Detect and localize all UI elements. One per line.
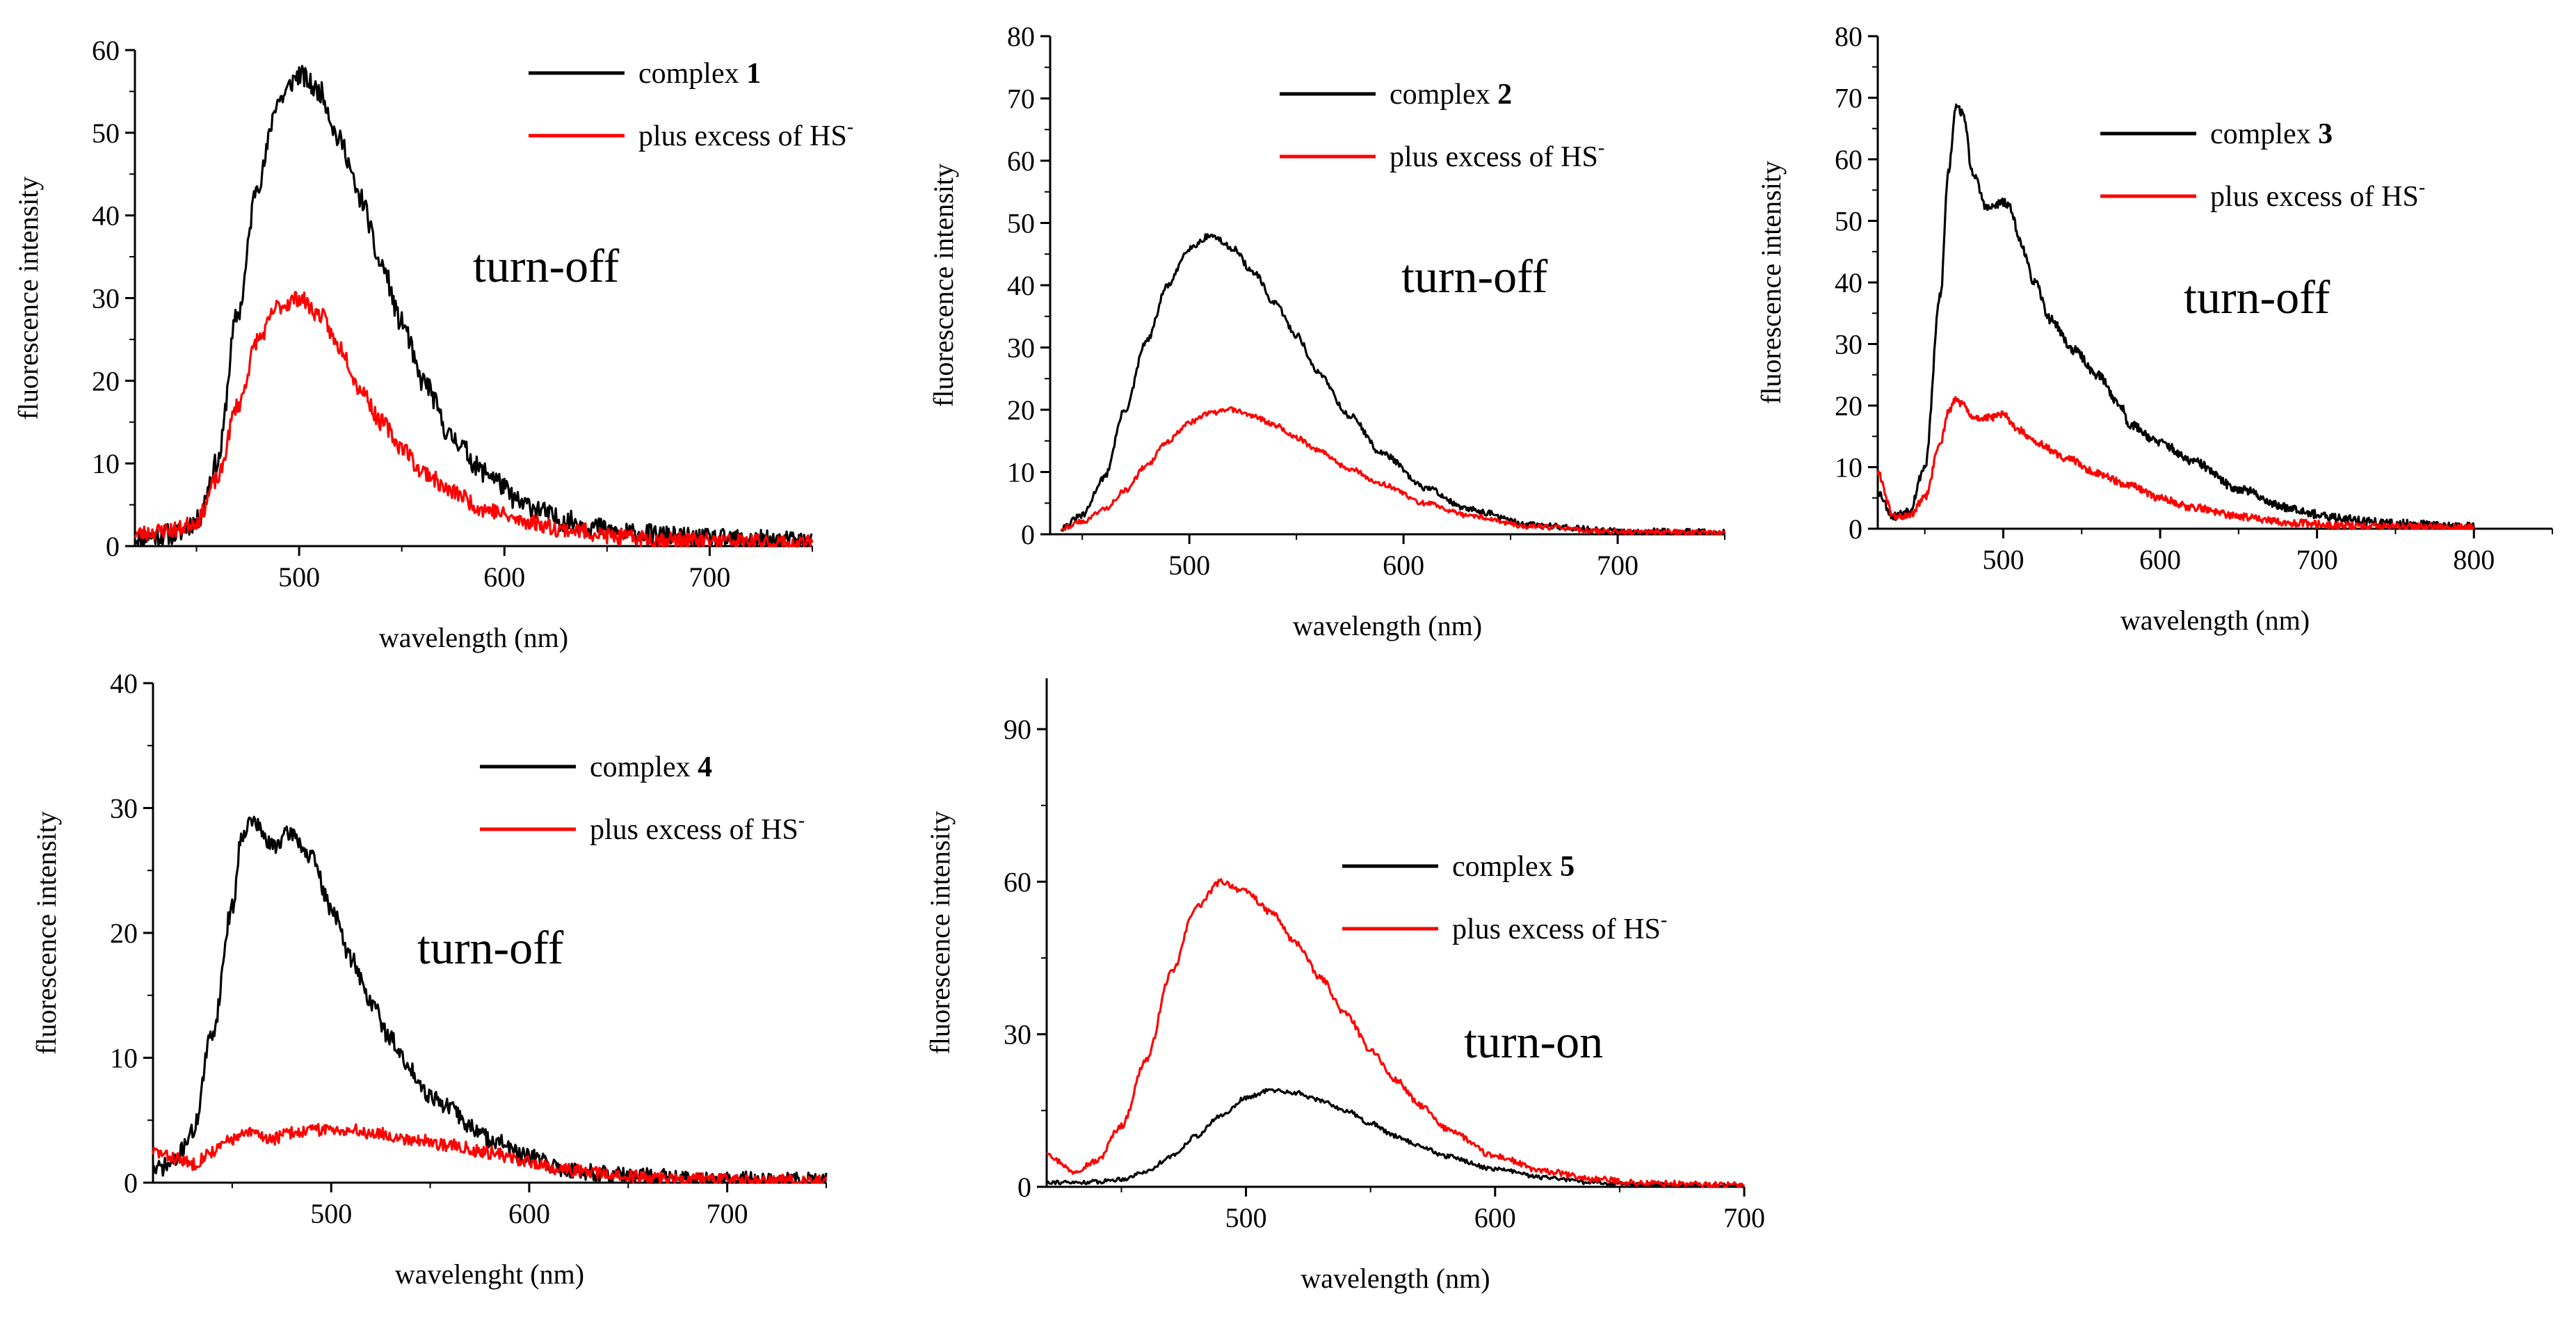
annotation-label: turn-off xyxy=(473,239,620,292)
x-tick-label: 600 xyxy=(1383,550,1424,581)
legend-entry: complex 4 xyxy=(590,751,712,783)
legend-entry: plus excess of HS- xyxy=(2210,177,2425,213)
y-axis-label: fluorescence intensity xyxy=(13,177,44,420)
y-tick-label: 10 xyxy=(1835,452,1862,483)
series-line-complex xyxy=(152,815,828,1184)
x-tick-label: 500 xyxy=(310,1198,352,1229)
y-axis-label: fluorescence intensity xyxy=(924,811,956,1055)
series-line-plus-hs xyxy=(1876,396,2475,530)
series-line-complex xyxy=(1876,103,2475,530)
y-tick-label: 30 xyxy=(1835,329,1862,360)
chart-panel-2: 0 10 20 30 40 50 60 70 80 500 600 700 wavelength (nm… xyxy=(928,21,1726,641)
series-line-plus-hs xyxy=(134,291,814,547)
chart-panel-4: 0 10 20 30 40 500 600 700 wavelenght (nm) fluores… xyxy=(31,668,828,1290)
y-tick-label: 40 xyxy=(110,668,138,699)
annotation-label: turn-off xyxy=(2184,271,2331,323)
y-tick-label: 30 xyxy=(1004,1019,1031,1050)
y-tick-label: 60 xyxy=(1007,145,1035,177)
annotation-label: turn-off xyxy=(417,921,564,974)
x-tick-label: 600 xyxy=(2139,544,2181,575)
legend-entry: plus excess of HS- xyxy=(1452,909,1667,945)
y-tick-label: 70 xyxy=(1007,83,1035,115)
y-tick-label: 0 xyxy=(1021,519,1035,550)
legend-entry: complex 5 xyxy=(1452,851,1575,883)
y-tick-label: 20 xyxy=(92,365,120,397)
x-tick-label: 700 xyxy=(1597,550,1639,581)
y-tick-label: 30 xyxy=(1007,333,1035,364)
y-tick-label: 20 xyxy=(110,918,138,949)
y-tick-label: 10 xyxy=(1007,457,1035,488)
y-tick-label: 50 xyxy=(1835,206,1862,237)
legend-entry: plus excess of HS- xyxy=(638,116,853,152)
y-tick-label: 60 xyxy=(92,35,120,66)
y-axis-label: fluorescence intensity xyxy=(31,811,62,1055)
y-tick-label: 80 xyxy=(1835,21,1862,52)
x-tick-label: 700 xyxy=(707,1198,748,1229)
x-axis-label: wavelenght (nm) xyxy=(395,1258,584,1290)
x-tick-label: 500 xyxy=(1982,544,2024,575)
y-axis-label: fluorescence intensity xyxy=(928,163,959,407)
series-line-plus-hs xyxy=(1060,406,1726,536)
x-tick-label: 500 xyxy=(278,561,320,593)
x-tick-label: 800 xyxy=(2453,544,2495,575)
series-line-plus-hs xyxy=(152,1123,828,1184)
y-tick-label: 60 xyxy=(1004,866,1031,897)
y-tick-label: 0 xyxy=(1017,1172,1031,1203)
y-tick-label: 80 xyxy=(1007,21,1035,52)
legend-entry: plus excess of HS- xyxy=(1390,137,1604,173)
y-tick-label: 20 xyxy=(1835,390,1862,422)
x-tick-label: 700 xyxy=(1723,1202,1765,1233)
x-tick-label: 500 xyxy=(1168,550,1210,581)
y-tick-label: 40 xyxy=(1007,270,1035,301)
y-tick-label: 50 xyxy=(1007,208,1035,239)
y-tick-label: 90 xyxy=(1004,714,1031,745)
y-tick-label: 0 xyxy=(106,531,120,562)
x-axis-label: wavelength (nm) xyxy=(2120,605,2310,636)
x-tick-label: 500 xyxy=(1225,1202,1267,1233)
y-tick-label: 60 xyxy=(1835,144,1862,175)
legend-entry: complex 1 xyxy=(638,58,761,90)
series-line-complex xyxy=(134,65,813,547)
legend-entry: complex 2 xyxy=(1390,79,1512,111)
y-tick-label: 0 xyxy=(1849,513,1862,545)
x-tick-label: 700 xyxy=(2296,544,2338,575)
x-tick-label: 600 xyxy=(1474,1202,1516,1233)
chart-panel-5: 0 30 60 90 500 600 700 wavelength (nm) fluoresce… xyxy=(924,678,1765,1294)
x-tick-label: 700 xyxy=(689,561,730,593)
y-tick-label: 30 xyxy=(110,793,138,824)
legend-entry: plus excess of HS- xyxy=(590,810,805,846)
annotation-label: turn-off xyxy=(1401,250,1548,303)
y-tick-label: 40 xyxy=(92,200,120,232)
series-line-plus-hs xyxy=(1045,878,1746,1188)
x-axis-label: wavelength (nm) xyxy=(1301,1263,1490,1294)
chart-panel-1: 0 10 20 30 40 50 60 500 600 700 wavelength (nm) flu… xyxy=(13,35,853,653)
y-tick-label: 70 xyxy=(1835,83,1862,114)
y-tick-label: 10 xyxy=(110,1043,138,1074)
y-tick-label: 30 xyxy=(92,283,120,314)
annotation-label: turn-on xyxy=(1464,1015,1603,1068)
y-tick-label: 10 xyxy=(92,448,120,479)
y-tick-label: 20 xyxy=(1007,394,1035,426)
x-tick-label: 600 xyxy=(483,561,525,593)
legend-entry: complex 3 xyxy=(2210,118,2333,150)
y-tick-label: 50 xyxy=(92,118,120,149)
x-axis-label: wavelength (nm) xyxy=(1293,610,1482,641)
x-tick-label: 600 xyxy=(508,1198,550,1229)
x-axis-label: wavelength (nm) xyxy=(379,622,568,653)
y-tick-label: 40 xyxy=(1835,267,1862,298)
y-axis-label: fluorescence intensity xyxy=(1755,161,1787,404)
series-line-complex xyxy=(1045,1087,1745,1188)
y-tick-label: 0 xyxy=(124,1167,138,1199)
chart-panel-3: 0 10 20 30 40 50 60 70 80 500 600 700 800 wavelength … xyxy=(1755,21,2553,636)
